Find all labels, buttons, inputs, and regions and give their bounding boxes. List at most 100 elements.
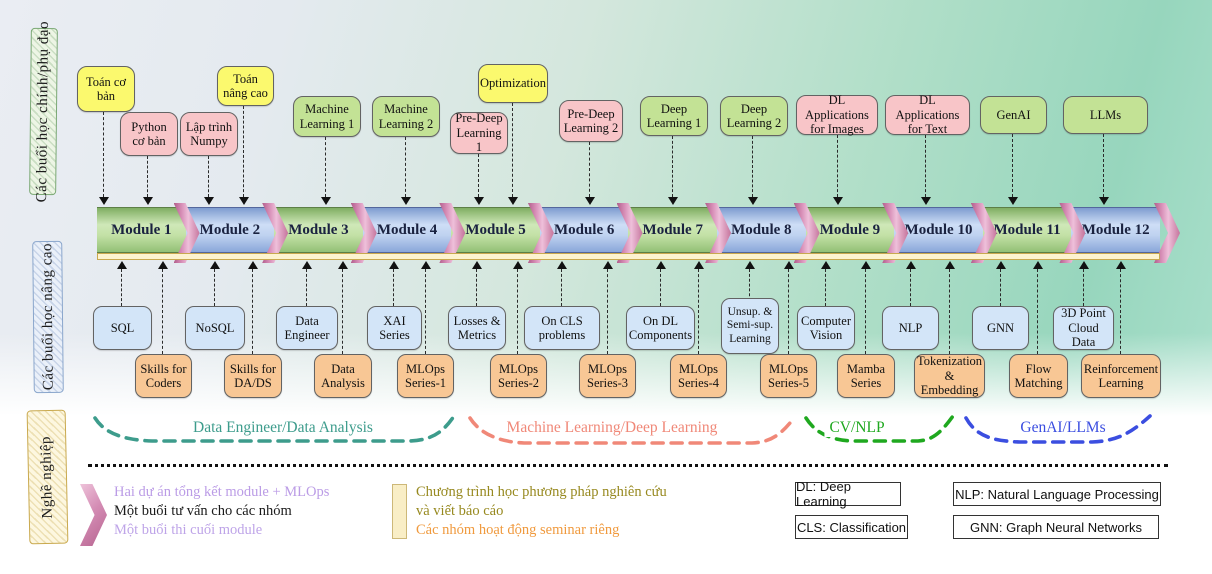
extra-box-mlops-series-4: MLOps Series-4 <box>670 354 727 398</box>
dotted-divider <box>88 464 1168 467</box>
module-segment: Module 3 <box>274 207 363 253</box>
connector-dashed-line <box>865 269 866 354</box>
topic-label: Optimization <box>480 76 546 91</box>
advanced-label: Computer Vision <box>801 313 851 343</box>
connector-arrowhead <box>117 261 127 269</box>
connector-arrowhead <box>603 261 613 269</box>
abbr-box-gnn: GNN: Graph Neural Networks <box>953 515 1159 539</box>
connector-arrowhead <box>1033 261 1043 269</box>
topic-label: Deep Learning 1 <box>646 101 702 131</box>
advanced-label: Losses & Metrics <box>453 313 501 343</box>
advanced-box-data-engineer: Data Engineer <box>276 306 338 350</box>
abbr-box-dl: DL: Deep Learning <box>795 479 901 509</box>
extra-label: Mamba Series <box>846 361 886 391</box>
extra-box-mlops-series-3: MLOps Series-3 <box>579 354 636 398</box>
connector-dashed-line <box>1103 134 1104 197</box>
connector-dashed-line <box>342 269 343 354</box>
connector-dashed-line <box>698 269 699 354</box>
connector-dashed-line <box>162 269 163 354</box>
extra-box-flow-matching: Flow Matching <box>1009 354 1068 398</box>
extra-label: MLOps Series-1 <box>405 361 446 391</box>
legend-line-consulting: Một buổi tư vấn cho các nhóm <box>114 503 292 519</box>
connector-dashed-line <box>478 154 479 197</box>
connector-dashed-line <box>306 269 307 306</box>
topic-label: Pre-Deep Learning 1 <box>455 111 503 155</box>
abbr-box-cls: CLS: Classification <box>795 515 908 539</box>
legend-line-projects: Hai dự án tổng kết module + MLOps <box>114 484 330 500</box>
extra-label: Skills for DA/DS <box>229 361 277 391</box>
advanced-box-nlp: NLP <box>882 306 939 350</box>
module-segment: Module 9 <box>805 207 895 253</box>
topic-label: Deep Learning 2 <box>726 101 782 131</box>
connector-dashed-line <box>512 103 513 197</box>
advanced-box-on-cls-problems: On CLS problems <box>524 306 600 350</box>
module-segment: Module 7 <box>628 207 718 253</box>
connector-arrowhead <box>389 261 399 269</box>
extra-label: Data Analysis <box>321 361 365 391</box>
module-marker-chevron-icon <box>80 484 107 546</box>
program-marker-bar-icon <box>392 484 407 539</box>
connector-arrowhead <box>321 197 331 205</box>
career-label-data-engineer: Data Engineer/Data Analysis <box>188 419 378 437</box>
advanced-box-computer-vision: Computer Vision <box>797 306 855 350</box>
row-label-main-sessions-text: Các buổi học chính/phụ đạo <box>34 20 52 203</box>
topic-box-toan-co-ban: Toán cơ bản <box>77 66 135 112</box>
module-label: Module 6 <box>553 221 615 238</box>
advanced-box-sql: SQL <box>93 306 152 350</box>
module-segment: Module 5 <box>451 207 540 253</box>
advanced-box-gnn: GNN <box>972 306 1029 350</box>
connector-arrowhead <box>248 261 258 269</box>
connector-dashed-line <box>1120 269 1121 354</box>
extra-label: Flow Matching <box>1014 361 1063 391</box>
module-label: Module 8 <box>731 221 792 238</box>
connector-arrowhead <box>210 261 220 269</box>
module-label: Module 10 <box>904 221 973 238</box>
extra-box-reinforcement-learning: Reinforcement Learning <box>1081 354 1161 398</box>
topic-label: Machine Learning 1 <box>299 102 355 131</box>
topic-box-machine-learning-1: Machine Learning 1 <box>293 96 361 137</box>
connector-arrowhead <box>861 261 871 269</box>
topic-label: Pre-Deep Learning 2 <box>563 106 619 136</box>
connector-dashed-line <box>788 269 789 354</box>
extra-label: Tokenization & Embedding <box>916 354 983 398</box>
module-segment: Module 12 <box>1071 207 1160 253</box>
connector-arrowhead <box>1099 197 1109 205</box>
extra-box-skills-for-dads: Skills for DA/DS <box>224 354 282 398</box>
career-line-genai <box>964 414 1152 444</box>
program-strip <box>97 253 1160 260</box>
module-label: Module 1 <box>111 221 172 238</box>
connector-dashed-line <box>425 269 426 354</box>
topic-box-dl-applications-images: DL Applications for Images <box>796 93 878 136</box>
extra-label: MLOps Series-3 <box>587 361 628 391</box>
topic-label: LLMs <box>1089 107 1122 122</box>
topic-box-llms: LLMs <box>1063 96 1148 134</box>
row-label-advanced-sessions-text: Các buổi học nâng cao <box>38 243 57 391</box>
connector-arrowhead <box>239 197 249 205</box>
row-label-main-sessions: Các buổi học chính/phụ đạo <box>29 21 58 202</box>
module-label: Module 11 <box>993 221 1061 238</box>
extra-label: Skills for Coders <box>140 361 187 391</box>
topic-label: Machine Learning 2 <box>378 102 434 131</box>
connector-dashed-line <box>561 269 562 306</box>
connector-dashed-line <box>607 269 608 354</box>
connector-dashed-line <box>121 269 122 306</box>
connector-dashed-line <box>752 136 753 197</box>
connector-arrowhead <box>906 261 916 269</box>
advanced-label: XAI Series <box>379 313 410 343</box>
topic-label: Toán nâng cao <box>223 71 268 101</box>
topic-box-pre-deep-learning-2: Pre-Deep Learning 2 <box>559 100 623 142</box>
connector-dashed-line <box>949 269 950 354</box>
advanced-box-nosql: NoSQL <box>185 306 245 350</box>
topic-box-lap-trinh-numpy: Lập trình Numpy <box>180 112 238 156</box>
connector-dashed-line <box>252 269 253 354</box>
connector-arrowhead <box>656 261 666 269</box>
row-label-career: Nghề nghiệp <box>26 409 69 545</box>
topic-box-optimization: Optimization <box>478 64 548 103</box>
advanced-box-3d-point-cloud: 3D Point Cloud Data <box>1053 306 1114 350</box>
extra-box-mamba-series: Mamba Series <box>837 354 895 398</box>
module-label: Module 4 <box>376 221 438 238</box>
extra-box-tokenization-embedding: Tokenization & Embedding <box>914 354 985 398</box>
extra-box-data-analysis: Data Analysis <box>314 354 372 398</box>
connector-dashed-line <box>393 269 394 306</box>
connector-dashed-line <box>1083 269 1084 306</box>
